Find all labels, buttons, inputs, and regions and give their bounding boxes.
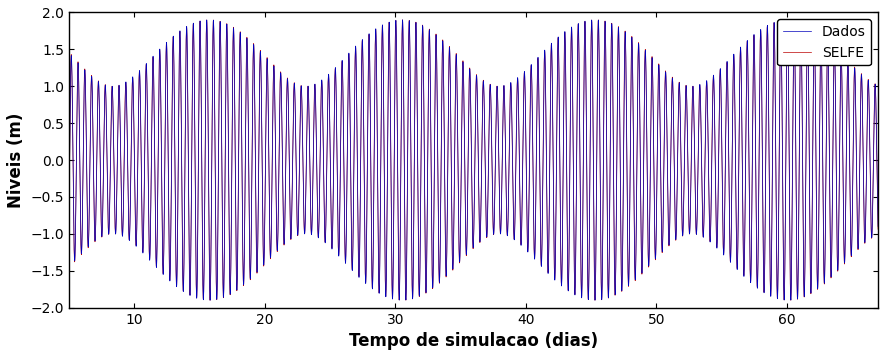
SELFE (184, 245, 195, 249)
Legend: Dados, SELFE: Dados, SELFE (777, 19, 871, 65)
SELFE (489, 186, 500, 191)
SELFE (273, 205, 284, 209)
Dados (782, 18, 793, 22)
Dados (184, 238, 195, 243)
Dados (873, 224, 883, 228)
SELFE (556, 275, 566, 280)
SELFE (204, 298, 215, 302)
X-axis label: Tempo de simulacao (dias): Tempo de simulacao (dias) (349, 332, 598, 350)
Dados (556, 269, 566, 273)
SELFE (64, 214, 74, 218)
SELFE (478, 78, 489, 82)
Dados (64, 220, 74, 224)
Dados (204, 298, 215, 302)
SELFE (397, 18, 408, 22)
SELFE (873, 227, 883, 231)
Line: SELFE: SELFE (69, 20, 878, 300)
Line: Dados: Dados (69, 20, 878, 300)
Y-axis label: Niveis (m): Niveis (m) (7, 112, 25, 208)
Dados (478, 79, 489, 84)
Dados (489, 196, 500, 200)
Dados (273, 210, 284, 214)
SELFE (106, 94, 117, 98)
Dados (106, 97, 117, 101)
